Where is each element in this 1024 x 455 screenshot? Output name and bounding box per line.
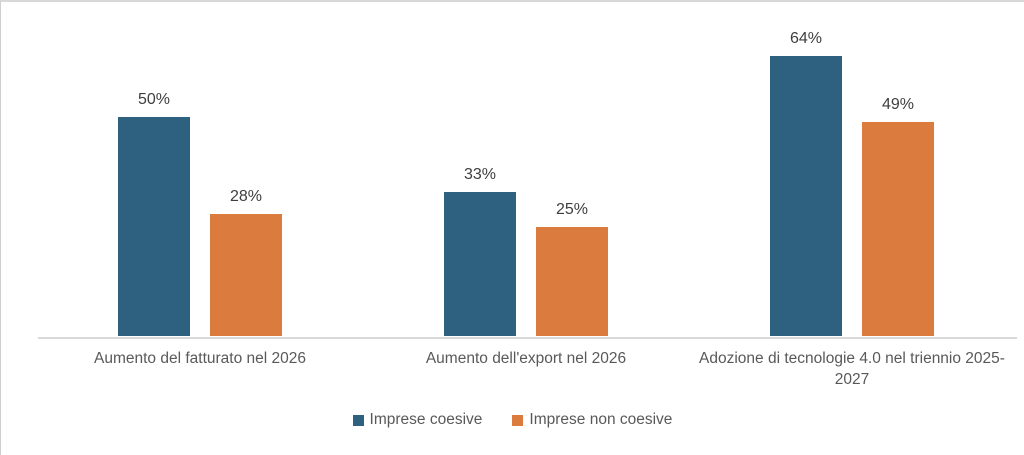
bar-cell: 49% — [862, 95, 934, 336]
bar-imprese-non-coesive — [862, 121, 934, 336]
bar-cell: 64% — [770, 29, 842, 336]
category-label: Aumento del fatturato nel 2026 — [94, 350, 306, 367]
legend-entry-imprese-non-coesive: Imprese non coesive — [512, 411, 672, 429]
bar-group: 50% 28% — [118, 90, 282, 336]
bar-group: 33% 25% — [444, 165, 608, 336]
legend-swatch-icon — [352, 414, 364, 426]
category-label: Aumento dell'export nel 2026 — [425, 350, 627, 367]
value-label: 25% — [555, 200, 589, 218]
value-label: 33% — [463, 165, 497, 183]
legend-swatch-icon — [512, 414, 524, 426]
value-label: 49% — [881, 95, 915, 113]
bar-group: 64% 49% — [770, 29, 934, 336]
bar-imprese-coesive — [118, 117, 190, 336]
bar-cell: 28% — [210, 187, 282, 336]
legend-label: Imprese coesive — [369, 411, 483, 428]
x-axis-line — [38, 337, 1017, 339]
chart-legend: Imprese coesive Imprese non coesive — [1, 411, 1024, 429]
legend-label: Imprese non coesive — [529, 411, 673, 428]
bar-cell: 33% — [444, 165, 516, 336]
value-label: 64% — [789, 30, 823, 47]
bar-imprese-non-coesive — [536, 226, 608, 336]
value-label: 50% — [137, 91, 171, 109]
bar-cell: 50% — [118, 90, 190, 336]
bar-imprese-coesive — [444, 191, 516, 336]
bar-imprese-non-coesive — [210, 213, 282, 336]
category-label: Adozione di tecnologie 4.0 nel triennio … — [699, 350, 1005, 388]
value-label: 28% — [229, 187, 263, 205]
bar-cell: 25% — [536, 200, 608, 336]
legend-entry-imprese-coesive: Imprese coesive — [352, 411, 483, 429]
bar-imprese-coesive — [770, 56, 842, 336]
